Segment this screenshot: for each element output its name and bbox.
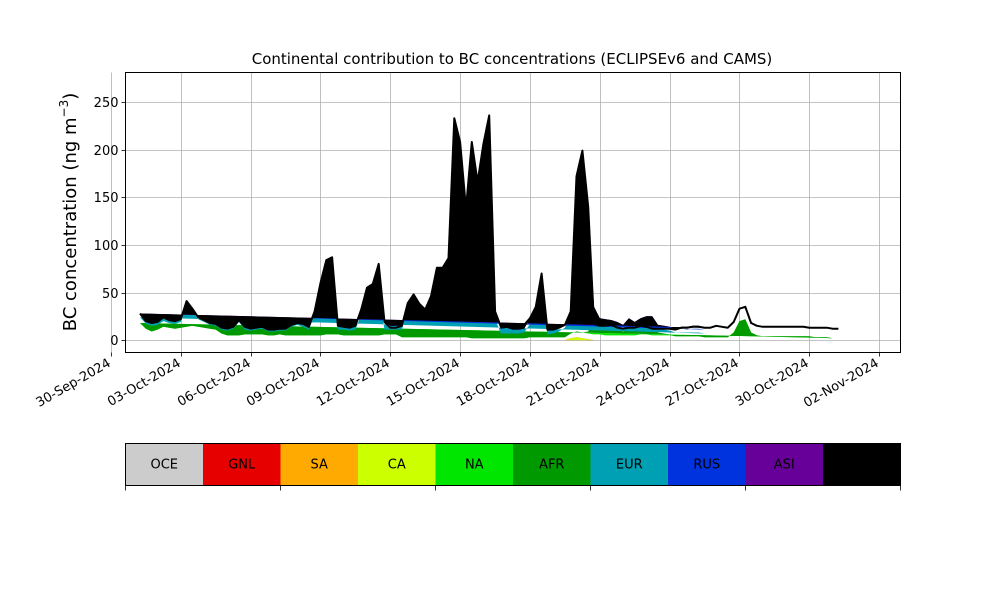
legend-swatch-afr xyxy=(513,443,591,486)
legend-label-afr: AFR xyxy=(539,458,564,473)
area-aus xyxy=(140,116,705,331)
chart-title: Continental contribution to BC concentra… xyxy=(252,50,773,68)
legend-label-ca: CA xyxy=(388,458,406,473)
legend-swatch-aus xyxy=(823,443,901,486)
total-concentration-line xyxy=(139,114,839,331)
legend-label-na: NA xyxy=(465,458,484,473)
stacked-area-layer xyxy=(140,116,839,341)
x-tick-label: 24-Oct-2024 xyxy=(594,356,672,410)
area-asi xyxy=(140,116,705,331)
area-eur xyxy=(140,119,705,335)
legend-label-eur: EUR xyxy=(616,458,643,473)
legend-label-oce: OCE xyxy=(150,458,178,473)
x-tick-label: 15-Oct-2024 xyxy=(384,356,462,410)
y-tick-label: 50 xyxy=(102,287,119,302)
legend-label-asi: ASI xyxy=(774,458,795,473)
y-tick-label: 150 xyxy=(94,191,119,206)
x-tick-label: 30-Oct-2024 xyxy=(733,356,811,410)
legend-swatch-sa xyxy=(280,443,358,486)
y-axis-label: BC concentration (ng m−3) xyxy=(57,93,81,332)
total-line-layer xyxy=(139,114,839,331)
y-axis: 0 50 100 150 200 250 xyxy=(94,96,126,349)
x-tick-label: 30-Sep-2024 xyxy=(34,356,114,411)
y-tick-label: 200 xyxy=(94,144,119,159)
x-tick-label: 02-Nov-2024 xyxy=(801,356,881,411)
area-afr xyxy=(140,317,839,339)
legend-swatch-oce xyxy=(125,443,203,486)
x-tick-label: 18-Oct-2024 xyxy=(454,356,532,410)
x-tick-label: 12-Oct-2024 xyxy=(314,356,392,410)
x-axis: 30-Sep-202403-Oct-202406-Oct-202409-Oct-… xyxy=(34,352,882,411)
legend-label-gnl: GNL xyxy=(228,458,256,473)
y-tick-label: 0 xyxy=(110,334,118,349)
color-legend: OCE GNL SA CA NA AFR EUR RUS ASI AUS xyxy=(125,443,901,491)
legend-label-sa: SA xyxy=(311,458,328,473)
x-tick-label: 09-Oct-2024 xyxy=(244,356,322,410)
x-tick-label: 06-Oct-2024 xyxy=(175,356,253,410)
legend-swatch-gnl xyxy=(203,443,281,486)
legend-swatch-asi xyxy=(745,443,823,486)
legend-swatch-eur xyxy=(590,443,668,486)
x-tick-label: 27-Oct-2024 xyxy=(663,356,741,410)
grid-layer xyxy=(111,72,901,353)
x-tick-label: 21-Oct-2024 xyxy=(524,356,602,410)
legend-label-rus: RUS xyxy=(693,458,720,473)
legend-swatch-rus xyxy=(668,443,746,486)
legend-label-aus: AUS xyxy=(848,458,875,473)
legend-frame xyxy=(125,443,901,486)
plot-frame xyxy=(125,72,901,353)
legend-swatch-na xyxy=(435,443,513,486)
area-rus xyxy=(140,116,705,331)
y-tick-label: 250 xyxy=(94,96,119,111)
x-tick-label: 03-Oct-2024 xyxy=(105,356,183,410)
y-tick-label: 100 xyxy=(94,239,119,254)
legend-swatch-ca xyxy=(358,443,436,486)
